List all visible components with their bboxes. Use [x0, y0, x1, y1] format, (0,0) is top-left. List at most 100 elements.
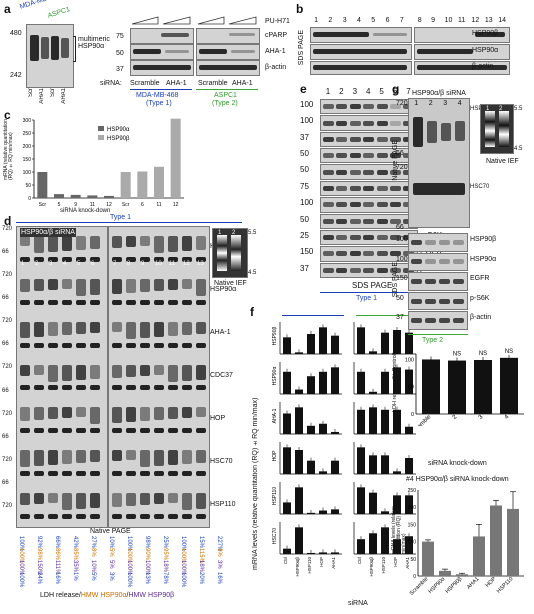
d-band-low: [196, 385, 206, 391]
lane-number: 11: [458, 17, 466, 24]
g-sds-band: [453, 239, 464, 245]
d-band-low: [154, 514, 164, 519]
lane-number: 3: [352, 87, 358, 96]
blot-d-right: [108, 226, 210, 528]
e-band: [336, 267, 348, 273]
d-lane-number: 3: [49, 260, 53, 267]
d-band-low: [48, 514, 58, 519]
e-band: [390, 120, 401, 126]
d-band: [182, 493, 192, 511]
f-row-label: HOP: [272, 450, 278, 462]
d-percent: 10%: [90, 560, 96, 573]
e-mw: 150: [300, 247, 314, 257]
f-bar: [393, 330, 401, 354]
lane-number: 6: [392, 87, 398, 96]
d-row-label: CDC37: [210, 372, 233, 379]
f-bar: [369, 351, 377, 354]
f-xtick-label: HOP: [393, 557, 398, 567]
d-ief-lane-1: 1: [218, 230, 222, 236]
gl-xtick-label: 4: [504, 414, 511, 421]
c-bar: [137, 171, 148, 198]
mw-480: 480: [10, 30, 22, 37]
e-band: [363, 136, 375, 142]
e-band: [363, 153, 375, 159]
chart-c: 0 50 100 150 200 250 300 Scr 5 9 11 12 Scr 6 11 12 HSP90…: [23, 118, 184, 208]
gl-ytick-label: 50: [408, 385, 414, 391]
e-band: [349, 153, 361, 159]
e-blot-row: [320, 131, 418, 148]
d-band-low: [48, 385, 58, 391]
blot-a-aha1-1: [130, 44, 194, 60]
d-band-low: [126, 256, 136, 262]
b-lane-numbers-right: 8 9 10 11 12 13 14: [414, 17, 508, 25]
d-band: [154, 321, 164, 337]
lane-a-2: AHA1: [39, 88, 45, 104]
d-percent: 16%: [216, 572, 222, 585]
f-bar: [319, 371, 327, 394]
e-band: [376, 251, 388, 257]
d-row-label: HSP90α: [210, 286, 237, 294]
d-band: [182, 450, 192, 465]
f-bar: [307, 334, 315, 354]
c-xtick-label: 6: [141, 202, 144, 208]
lane-number: 2: [339, 87, 344, 96]
d-band-low: [140, 428, 150, 434]
e-band: [336, 202, 348, 208]
d-ief-label: Native IEF: [214, 280, 247, 287]
c-bar: [54, 194, 64, 198]
e-blot-row: [320, 115, 418, 131]
d-band: [112, 321, 122, 332]
d-lane-number: 9: [141, 260, 145, 267]
bracket: [73, 36, 76, 62]
f-bar: [405, 426, 413, 434]
g-sds-row: [408, 311, 468, 330]
c-bar: [120, 172, 131, 198]
d-percent: 16%: [54, 572, 60, 585]
g-mw-720b: 720: [396, 164, 408, 171]
d-band-low: [34, 256, 44, 262]
c-xtick-label: 5: [58, 202, 61, 208]
d-band: [112, 278, 122, 294]
d-band-low: [196, 428, 206, 434]
c-bar: [104, 195, 114, 198]
label-puh71: PU-H71: [265, 18, 290, 25]
d-band-low: [126, 299, 136, 305]
e-band: [390, 267, 401, 273]
d-band-low: [90, 428, 100, 434]
d-band: [168, 236, 178, 252]
f-row-label: HSC70: [272, 528, 278, 544]
e-band: [390, 153, 401, 159]
d-band: [48, 493, 58, 504]
f-bar: [331, 335, 339, 354]
f-bar: [295, 450, 303, 474]
d-band: [76, 450, 86, 464]
d-percent: 3%: [108, 572, 114, 581]
d-band-low: [90, 299, 100, 305]
d-band: [126, 450, 136, 461]
d-band-low: [182, 342, 192, 348]
d-band: [90, 321, 100, 333]
panel-d-letter: d: [4, 214, 12, 228]
blot-b-hsp90b-r: [414, 27, 510, 43]
g-sds-band: [439, 318, 450, 324]
d-percent: 92%: [36, 536, 42, 549]
e-type: Type 1: [356, 295, 378, 302]
d-mw: 720: [2, 410, 13, 417]
g-mrna-ylabel: mRNA levels (relative quantitation (RQ) …: [391, 499, 407, 554]
g-sds-band: [425, 278, 436, 284]
f-bar: [295, 527, 303, 554]
d-percent: 15%: [198, 536, 204, 549]
lane-number: 4: [457, 100, 462, 107]
type-mda: MDA-MB-468: [136, 92, 179, 99]
d-mw: 720: [2, 456, 13, 463]
d-mw: 720: [2, 502, 13, 509]
e-band: [390, 218, 401, 224]
lane-number: 1: [325, 87, 331, 96]
d-lane-number: 12: [183, 260, 190, 267]
d-band-low: [168, 428, 178, 434]
d-band-low: [62, 385, 72, 391]
f-bar: [405, 332, 413, 354]
d-mw: 720: [2, 318, 13, 325]
d-band: [112, 364, 122, 378]
d-band: [34, 236, 44, 253]
